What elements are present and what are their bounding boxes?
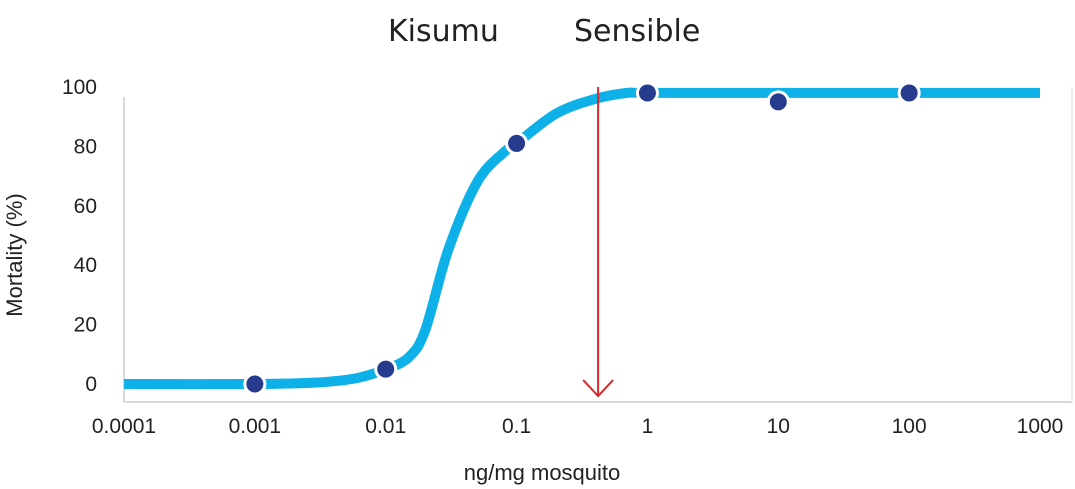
x-tick-label: 10 [767, 415, 790, 438]
y-tick-label: 40 [74, 254, 97, 277]
x-tick-label: 0.001 [229, 415, 282, 438]
x-tick-label: 1 [642, 415, 654, 438]
y-tick-label: 80 [74, 135, 97, 158]
x-tick-label: 1000 [1017, 415, 1064, 438]
fitted-curve [123, 87, 1040, 390]
x-tick-label: 0.01 [365, 415, 406, 438]
y-tick-label: 60 [74, 195, 97, 218]
chart-title-sensible: Sensible [574, 14, 701, 49]
x-tick-label: 0.0001 [92, 415, 156, 438]
data-point [243, 372, 267, 396]
y-tick-label: 0 [85, 373, 97, 396]
y-tick-label: 20 [74, 314, 97, 337]
y-tick-label: 100 [62, 76, 97, 99]
x-tick-label: 0.1 [502, 415, 531, 438]
reference-arrow-layer [582, 87, 614, 398]
data-point [897, 81, 921, 105]
x-tick-label: 100 [892, 415, 927, 438]
data-points-layer [243, 81, 921, 396]
fitted-curve-layer [123, 87, 1040, 390]
tick-labels-layer: 0.0001 0.001 0.01 0.1 1 10 100 1000 0 20 40 60 80 100 [62, 76, 1063, 438]
reference-arrow-head [582, 379, 614, 398]
chart-axes [123, 87, 1073, 403]
chart-title-kisumu: Kisumu [388, 14, 499, 49]
data-point [505, 131, 529, 155]
x-axis-title: ng/mg mosquito [464, 460, 621, 485]
data-point [766, 90, 790, 114]
data-point [374, 357, 398, 381]
y-axis-title: Mortality (%) [2, 193, 27, 316]
data-point [635, 81, 659, 105]
